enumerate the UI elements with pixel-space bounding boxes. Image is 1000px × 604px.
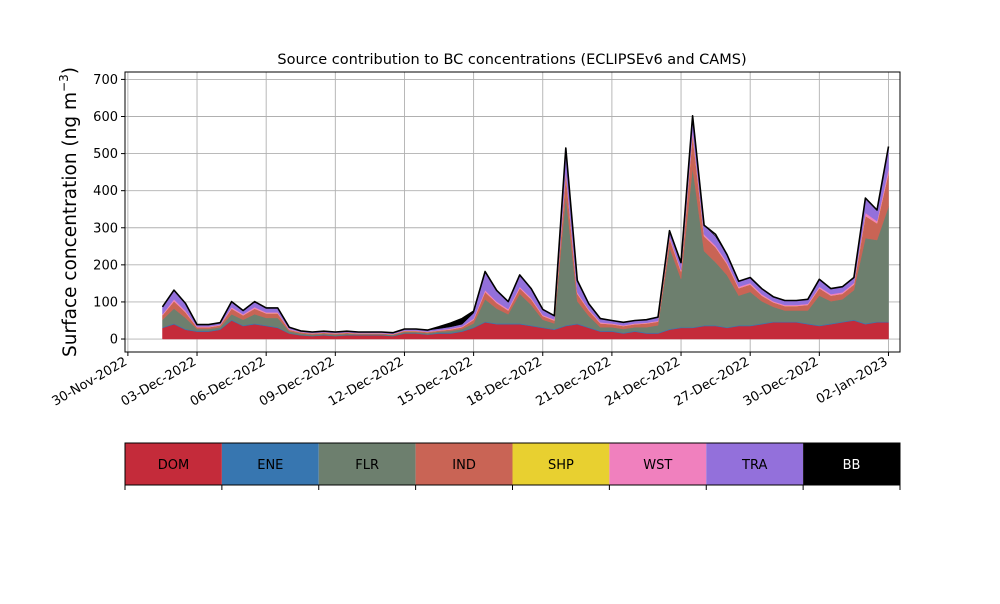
y-tick-label: 500 xyxy=(93,147,118,162)
legend-label-flr: FLR xyxy=(355,458,379,473)
legend-swatch-bb xyxy=(803,443,900,485)
y-tick-label: 200 xyxy=(93,258,118,273)
area-layer xyxy=(162,115,889,340)
legend-label-tra: TRA xyxy=(741,458,767,473)
y-tick-label: 400 xyxy=(93,184,118,199)
y-tick-label: 0 xyxy=(110,333,118,348)
y-axis-label-main: Surface concentration (ng m xyxy=(60,92,81,357)
y-axis-label: Surface concentration (ng m−3) xyxy=(57,67,81,357)
legend-label-dom: DOM xyxy=(158,458,189,473)
y-tick-label: 300 xyxy=(93,221,118,236)
legend-swatch-ene xyxy=(221,443,319,485)
y-tick-label: 600 xyxy=(93,110,118,125)
line-layer xyxy=(161,115,890,334)
legend-label-bb: BB xyxy=(843,458,861,473)
legend-swatch-ind xyxy=(415,443,513,485)
series-line-total xyxy=(161,115,890,334)
legend-colorbar: DOM ENE FLR IND SHP WST TRA BB xyxy=(124,442,901,490)
legend-label-ind: IND xyxy=(452,458,476,473)
legend-swatch-tra xyxy=(706,443,804,485)
chart-title: Source contribution to BC concentrations… xyxy=(277,52,746,68)
y-axis-label-close: ) xyxy=(60,67,81,74)
legend-swatch-flr xyxy=(318,443,416,485)
y-tick-label: 100 xyxy=(93,295,118,310)
plot-frame xyxy=(124,71,901,353)
legend-label-ene: ENE xyxy=(257,458,283,473)
legend-label-shp: SHP xyxy=(548,458,574,473)
legend-label-wst: WST xyxy=(643,458,672,473)
legend-swatch-shp xyxy=(512,443,610,485)
legend-swatch-dom xyxy=(125,443,222,485)
y-axis-label-superscript: −3 xyxy=(57,74,71,92)
y-tick-label: 700 xyxy=(93,73,118,88)
legend-swatch-wst xyxy=(609,443,707,485)
